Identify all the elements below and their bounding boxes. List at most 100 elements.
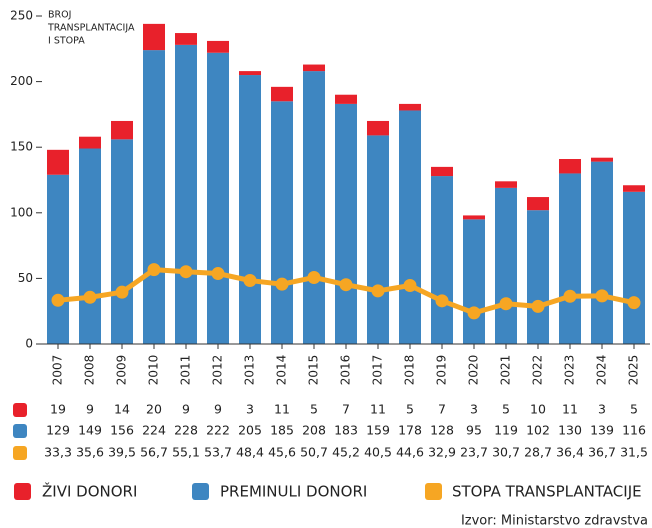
x-tick-label: 2013	[243, 355, 257, 386]
bar	[559, 159, 581, 174]
legend-label: PREMINULI DONORI	[220, 483, 367, 501]
bar	[303, 64, 325, 72]
x-tick-label: 2024	[595, 355, 609, 386]
y-axis-label: BROJ	[48, 10, 71, 21]
table-cell: 205	[238, 423, 262, 438]
x-tick-label: 2018	[403, 355, 417, 386]
table-cell: 14	[114, 402, 130, 417]
bar	[111, 120, 133, 140]
legend-swatch	[14, 483, 31, 500]
table-cell: 11	[370, 402, 386, 417]
bar	[431, 176, 453, 344]
bar	[175, 33, 197, 45]
table-cell: 44,6	[396, 445, 424, 460]
point	[627, 296, 641, 310]
table-cell: 40,5	[364, 445, 392, 460]
point	[531, 299, 545, 313]
table-cell: 222	[206, 423, 230, 438]
y-tick-label: 150	[10, 140, 33, 154]
table-cell: 224	[142, 423, 166, 438]
bar	[239, 75, 261, 344]
table-cell: 10	[530, 402, 546, 417]
bar	[271, 86, 293, 102]
x-tick-label: 2019	[435, 355, 449, 386]
bar	[463, 215, 485, 220]
table-cell: 11	[562, 402, 578, 417]
point	[307, 270, 321, 284]
table-cell: 5	[406, 402, 414, 417]
bar	[207, 40, 229, 53]
point	[403, 278, 417, 292]
table-cell: 3	[598, 402, 606, 417]
legend-label: STOPA TRANSPLANTACIJE	[452, 483, 642, 501]
table-cell: 28,7	[524, 445, 552, 460]
table-cell: 208	[302, 423, 326, 438]
table-cell: 39,5	[108, 445, 136, 460]
table-cell: 95	[466, 423, 482, 438]
row-icon	[13, 424, 27, 438]
bar	[623, 185, 645, 192]
row-icon	[13, 446, 27, 460]
table-cell: 156	[110, 423, 134, 438]
point	[51, 293, 65, 307]
point	[371, 284, 385, 298]
table-cell: 23,7	[460, 445, 488, 460]
table-cell: 119	[494, 423, 518, 438]
bar	[623, 191, 645, 344]
bar	[591, 161, 613, 344]
table-cell: 183	[334, 423, 358, 438]
bar	[495, 187, 517, 344]
table-cell: 228	[174, 423, 198, 438]
point	[275, 277, 289, 291]
point	[211, 267, 225, 281]
table-cell: 30,7	[492, 445, 520, 460]
x-tick-label: 2016	[339, 355, 353, 386]
table-cell: 9	[214, 402, 222, 417]
table-cell: 11	[274, 402, 290, 417]
row-icon	[13, 403, 27, 417]
table-cell: 130	[558, 423, 582, 438]
bar	[303, 71, 325, 344]
x-tick-label: 2017	[371, 355, 385, 386]
point	[467, 306, 481, 320]
y-tick-label: 50	[18, 271, 33, 285]
bar	[47, 149, 69, 175]
legend-swatch	[192, 483, 209, 500]
y-tick-label: 200	[10, 74, 33, 88]
x-tick-label: 2012	[211, 355, 225, 386]
y-tick-label: 0	[25, 337, 33, 351]
table-cell: 102	[526, 423, 550, 438]
bar	[527, 210, 549, 344]
bar	[175, 44, 197, 344]
table-cell: 20	[146, 402, 162, 417]
bar	[463, 219, 485, 344]
table-cell: 36,4	[556, 445, 584, 460]
source: Izvor: Ministarstvo zdravstva	[461, 514, 648, 528]
table-cell: 128	[430, 423, 454, 438]
x-tick-label: 2022	[531, 355, 545, 386]
bar	[111, 139, 133, 344]
table-cell: 7	[342, 402, 350, 417]
bar	[559, 173, 581, 344]
point	[115, 285, 129, 299]
table-cell: 159	[366, 423, 390, 438]
table-cell: 129	[46, 423, 70, 438]
table-cell: 185	[270, 423, 294, 438]
point	[339, 278, 353, 292]
y-tick-label: 250	[10, 9, 33, 23]
table-cell: 31,5	[620, 445, 648, 460]
table-cell: 55,1	[172, 445, 200, 460]
table-cell: 50,7	[300, 445, 328, 460]
table-cell: 32,9	[428, 445, 456, 460]
table-cell: 9	[182, 402, 190, 417]
point	[83, 290, 97, 304]
table-cell: 53,7	[204, 445, 232, 460]
point	[243, 273, 257, 287]
bar	[399, 103, 421, 111]
legend-swatch	[425, 483, 442, 500]
y-axis-label: I STOPA	[48, 36, 85, 47]
point	[435, 294, 449, 308]
legend-label: ŽIVI DONORI	[42, 482, 137, 501]
point	[147, 263, 161, 277]
